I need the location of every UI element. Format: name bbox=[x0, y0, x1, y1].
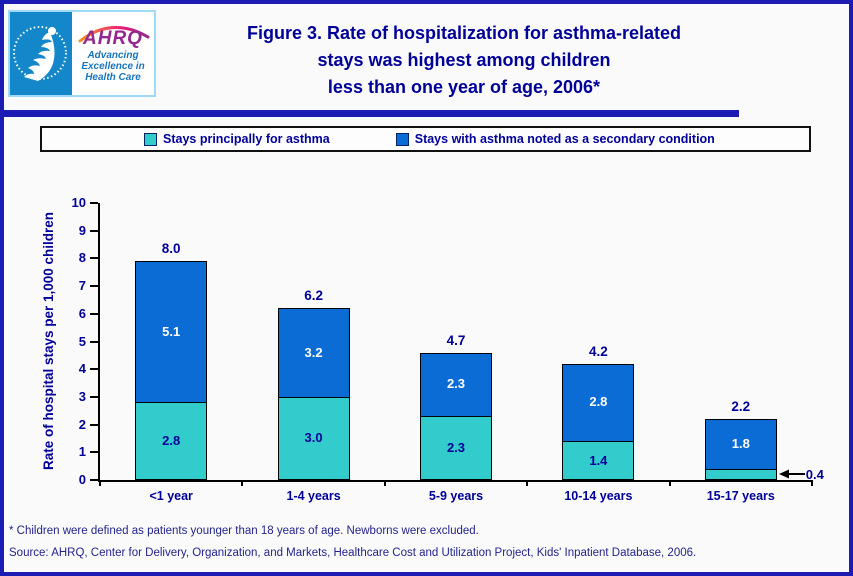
y-tick-label: 3 bbox=[78, 388, 86, 404]
x-category-label: 10-14 years bbox=[564, 489, 633, 503]
legend: Stays principally for asthma Stays with … bbox=[40, 126, 811, 152]
x-axis-tick bbox=[383, 480, 386, 486]
x-category-label: 15-17 years bbox=[706, 489, 775, 503]
title-underline bbox=[4, 110, 739, 117]
legend-item-secondary: Stays with asthma noted as a secondary c… bbox=[395, 132, 715, 146]
bar-segment-secondary bbox=[420, 352, 492, 418]
y-tick-label: 0 bbox=[78, 472, 86, 487]
x-axis-tick bbox=[811, 480, 813, 486]
segment-value-secondary: 2.8 bbox=[589, 394, 608, 410]
bar-total-label: 4.7 bbox=[446, 332, 466, 348]
y-axis-tick bbox=[90, 479, 98, 481]
ahrq-acronym: AHRQ bbox=[83, 28, 143, 49]
segment-value-secondary: 3.2 bbox=[304, 344, 323, 360]
ahrq-wordmark: AHRQ Advancing Excellence in Health Care bbox=[72, 12, 154, 95]
bar-segment-secondary bbox=[704, 419, 777, 470]
segment-value-secondary: 2.3 bbox=[446, 376, 466, 392]
legend-label-secondary: Stays with asthma noted as a secondary c… bbox=[414, 132, 715, 146]
bar-total-label: 4.2 bbox=[589, 343, 608, 359]
footnotes: * Children were defined as patients youn… bbox=[9, 520, 696, 564]
figure-title: Figure 3. Rate of hospitalization for as… bbox=[164, 20, 764, 101]
y-axis-tick bbox=[90, 368, 98, 371]
bar-segment-secondary bbox=[277, 308, 350, 398]
x-category-label: 5-9 years bbox=[428, 489, 484, 503]
y-axis-tick bbox=[90, 395, 98, 398]
bar-total-label: 8.0 bbox=[161, 241, 181, 257]
y-tick-label: 8 bbox=[78, 250, 86, 266]
y-axis-tick bbox=[90, 423, 98, 426]
x-axis-tick bbox=[241, 480, 244, 486]
ahrq-logo: AHRQ Advancing Excellence in Health Care bbox=[8, 10, 156, 97]
callout-value: 0.4 bbox=[805, 466, 824, 482]
legend-label-principal: Stays principally for asthma bbox=[163, 132, 330, 146]
bar-segment-principal bbox=[277, 396, 350, 480]
legend-item-principal: Stays principally for asthma bbox=[144, 132, 330, 146]
bar-total-label: 2.2 bbox=[731, 399, 751, 415]
segment-value-secondary: 1.8 bbox=[731, 435, 750, 451]
hhs-seal-icon bbox=[10, 12, 72, 95]
y-axis-tick bbox=[90, 451, 98, 454]
y-axis-tick bbox=[90, 229, 98, 232]
bar-segment-secondary bbox=[135, 261, 208, 404]
figure-title-line-3: less than one year of age, 2006* bbox=[327, 77, 601, 97]
y-tick-label: 2 bbox=[78, 416, 86, 432]
bar-segment-secondary bbox=[562, 363, 635, 443]
segment-value-secondary: 5.1 bbox=[162, 323, 181, 339]
figure-title-line-1: Figure 3. Rate of hospitalization for as… bbox=[246, 23, 682, 43]
y-axis-tick bbox=[90, 202, 98, 204]
y-tick-label: 4 bbox=[78, 361, 86, 377]
figure-title-line-2: stays was highest among children bbox=[317, 50, 611, 70]
y-axis-tick bbox=[90, 257, 98, 260]
ahrq-tagline: Advancing Excellence in Health Care bbox=[81, 50, 145, 83]
plot-area: 0 1 2 3 4 5 6 7 8 9 10 2.8 5.1 8.0 <1 year 3.0 3.2 6.2 1-4… bbox=[72, 195, 824, 503]
callout-0-4: 0.4 bbox=[778, 466, 824, 482]
y-tick-label: 5 bbox=[78, 333, 86, 349]
x-axis-tick bbox=[668, 480, 671, 486]
legend-swatch-teal-icon bbox=[144, 132, 157, 146]
y-axis-tick bbox=[90, 312, 98, 315]
bar-total-label: 6.2 bbox=[304, 288, 323, 304]
footnote-definition: * Children were defined as patients youn… bbox=[9, 525, 479, 537]
y-tick-label: 6 bbox=[78, 305, 86, 321]
bar-segment-principal bbox=[704, 468, 777, 480]
y-axis-tick bbox=[90, 285, 98, 288]
x-axis-tick bbox=[99, 480, 101, 486]
footnote-source: Source: AHRQ, Center for Delivery, Organ… bbox=[9, 547, 697, 559]
ahrq-swoosh-icon bbox=[78, 25, 150, 43]
x-axis-tick bbox=[526, 480, 529, 486]
segment-value-principal: 2.3 bbox=[446, 440, 466, 456]
segment-value-principal: 1.4 bbox=[589, 452, 608, 468]
y-tick-label: 7 bbox=[78, 278, 86, 294]
segment-value-principal: 3.0 bbox=[304, 430, 323, 446]
x-category-label: 1-4 years bbox=[286, 489, 341, 503]
y-tick-label: 1 bbox=[78, 444, 86, 460]
x-category-label: <1 year bbox=[149, 489, 193, 503]
y-axis-tick bbox=[90, 340, 98, 343]
legend-swatch-blue-icon bbox=[395, 132, 409, 146]
left-arrow-icon bbox=[778, 469, 805, 479]
bar-segment-principal bbox=[562, 441, 635, 480]
segment-value-principal: 2.8 bbox=[162, 433, 181, 449]
y-tick-label: 10 bbox=[71, 195, 86, 210]
y-tick-label: 9 bbox=[78, 222, 86, 238]
